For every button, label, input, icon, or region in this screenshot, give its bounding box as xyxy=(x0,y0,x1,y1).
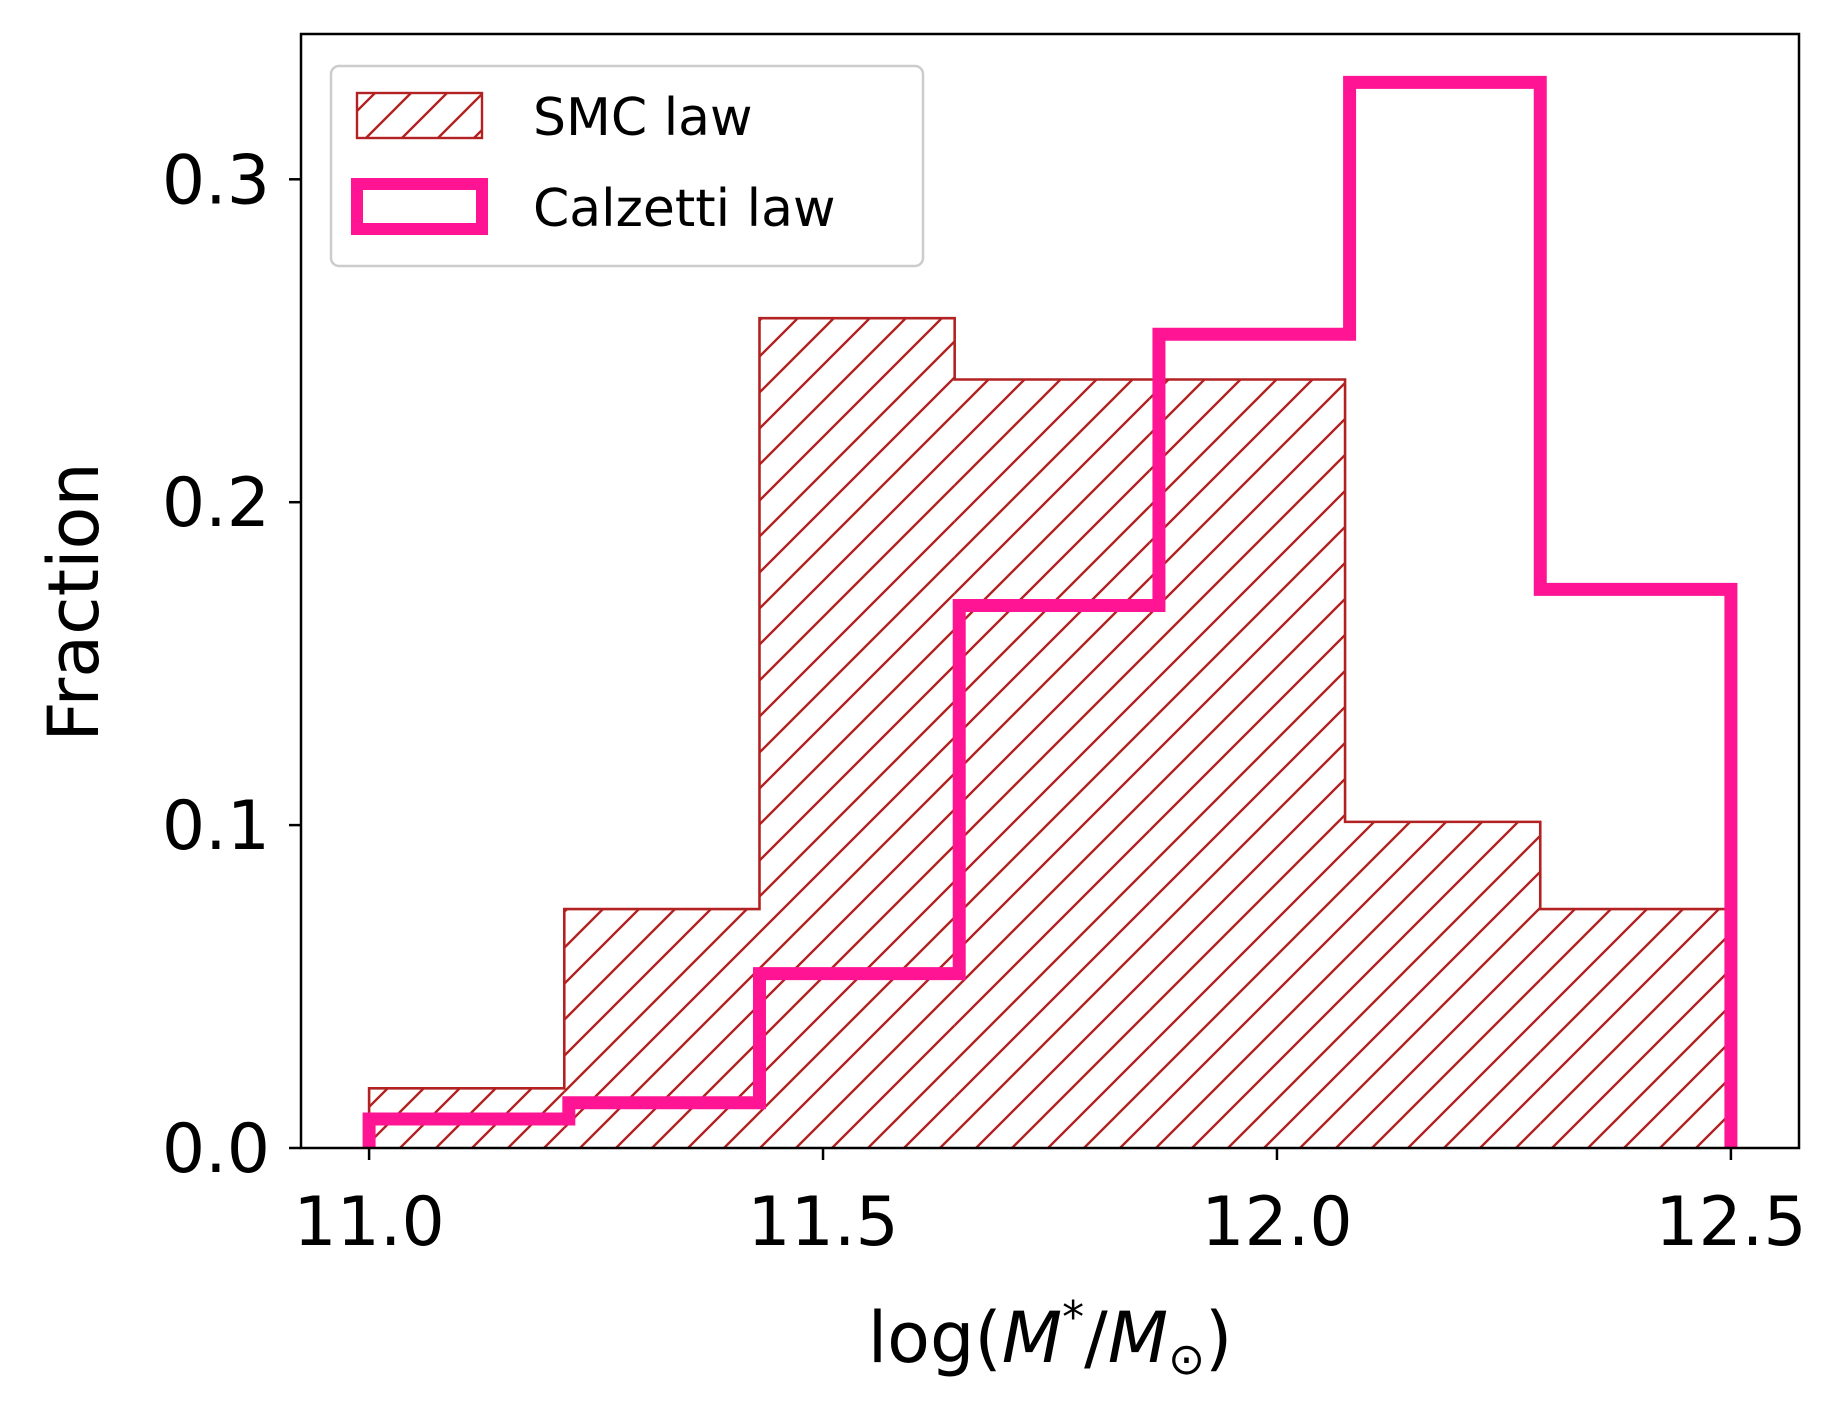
x-axis-ticks: 11.0 11.5 12.0 12.5 xyxy=(293,1148,1807,1262)
smc-bar xyxy=(564,909,760,1148)
x-tick-label: 11.5 xyxy=(747,1183,898,1262)
smc-bar xyxy=(759,318,955,1148)
x-label-star: * xyxy=(1062,1292,1084,1343)
smc-bar xyxy=(1540,909,1736,1148)
calzetti-law-series xyxy=(362,75,1738,1148)
y-tick-label: 0.1 xyxy=(162,787,270,866)
smc-outline xyxy=(367,316,1737,1148)
x-label-mass: M xyxy=(1002,1297,1062,1379)
legend-swatch-calzetti xyxy=(351,178,488,235)
smc-bar xyxy=(1345,821,1541,1148)
smc-bar xyxy=(1149,379,1346,1148)
x-tick-label: 11.0 xyxy=(293,1183,444,1262)
plot-frame xyxy=(299,32,1801,1150)
calzetti-step-line xyxy=(362,75,1738,1148)
y-tick-label: 0.3 xyxy=(162,141,270,220)
legend: SMC law Calzetti law xyxy=(329,64,925,268)
legend-swatch-smc xyxy=(355,91,484,140)
smc-law-series xyxy=(367,316,1737,1148)
x-label-suffix: ) xyxy=(1205,1297,1232,1379)
x-label-sun-symbol: ⊙ xyxy=(1168,1334,1205,1385)
y-axis-label: Fraction xyxy=(33,462,115,741)
x-label-solar-mass: M xyxy=(1108,1297,1168,1379)
x-label-slash: / xyxy=(1084,1297,1108,1379)
x-tick-label: 12.5 xyxy=(1655,1183,1806,1262)
legend-label-calzetti: Calzetti law xyxy=(533,179,836,239)
x-tick-label: 12.0 xyxy=(1201,1183,1352,1262)
x-axis-label: log(M*/M⊙) xyxy=(868,1292,1233,1385)
legend-label-smc: SMC law xyxy=(533,88,753,148)
x-label-prefix: log( xyxy=(868,1297,1002,1379)
smc-bar xyxy=(954,379,1150,1148)
y-tick-label: 0.0 xyxy=(162,1110,270,1189)
plot-area xyxy=(362,75,1738,1148)
y-tick-label: 0.2 xyxy=(162,464,270,543)
y-axis-ticks: 0.0 0.1 0.2 0.3 xyxy=(162,141,301,1189)
